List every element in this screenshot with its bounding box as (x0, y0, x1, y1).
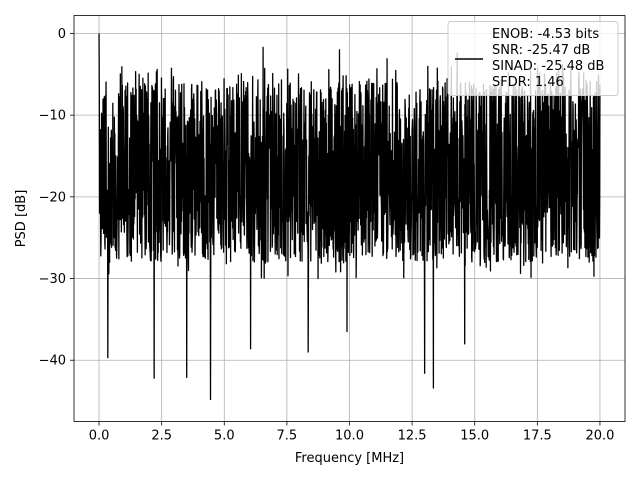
y-tick-label: −10 (39, 109, 66, 124)
x-tick-label: 2.5 (151, 429, 172, 444)
legend: ENOB: -4.53 bits SNR: -25.47 dB SINAD: -25… (447, 21, 619, 96)
x-tick-label: 5.0 (214, 429, 235, 444)
legend-label-line: SINAD: -25.48 dB (492, 59, 604, 74)
x-axis-label: Frequency [MHz] (295, 451, 404, 466)
axis-ticks: 0.0 2.5 5.0 7.5 10.0 12.5 15.0 17.5 20.0 0 −10 −20 −… (39, 27, 615, 444)
legend-label: ENOB: -4.53 bits SNR: -25.47 dB SINAD: -25… (492, 27, 604, 90)
x-tick-label: 17.5 (523, 429, 552, 444)
legend-box (447, 21, 619, 96)
legend-label-line: SNR: -25.47 dB (492, 43, 590, 58)
x-tick-label: 15.0 (460, 429, 489, 444)
y-tick-label: −40 (39, 354, 66, 369)
legend-label-line: SFDR: 1.46 (492, 75, 564, 90)
x-tick-label: 12.5 (398, 429, 427, 444)
y-tick-label: 0 (58, 27, 66, 42)
y-tick-label: −30 (39, 272, 66, 287)
x-tick-label: 10.0 (335, 429, 364, 444)
x-tick-label: 20.0 (585, 429, 614, 444)
x-tick-label: 7.5 (277, 429, 298, 444)
y-tick-label: −20 (39, 190, 66, 205)
legend-label-line: ENOB: -4.53 bits (492, 27, 599, 42)
x-tick-label: 0.0 (89, 429, 110, 444)
y-axis-label: PSD [dB] (14, 190, 29, 248)
